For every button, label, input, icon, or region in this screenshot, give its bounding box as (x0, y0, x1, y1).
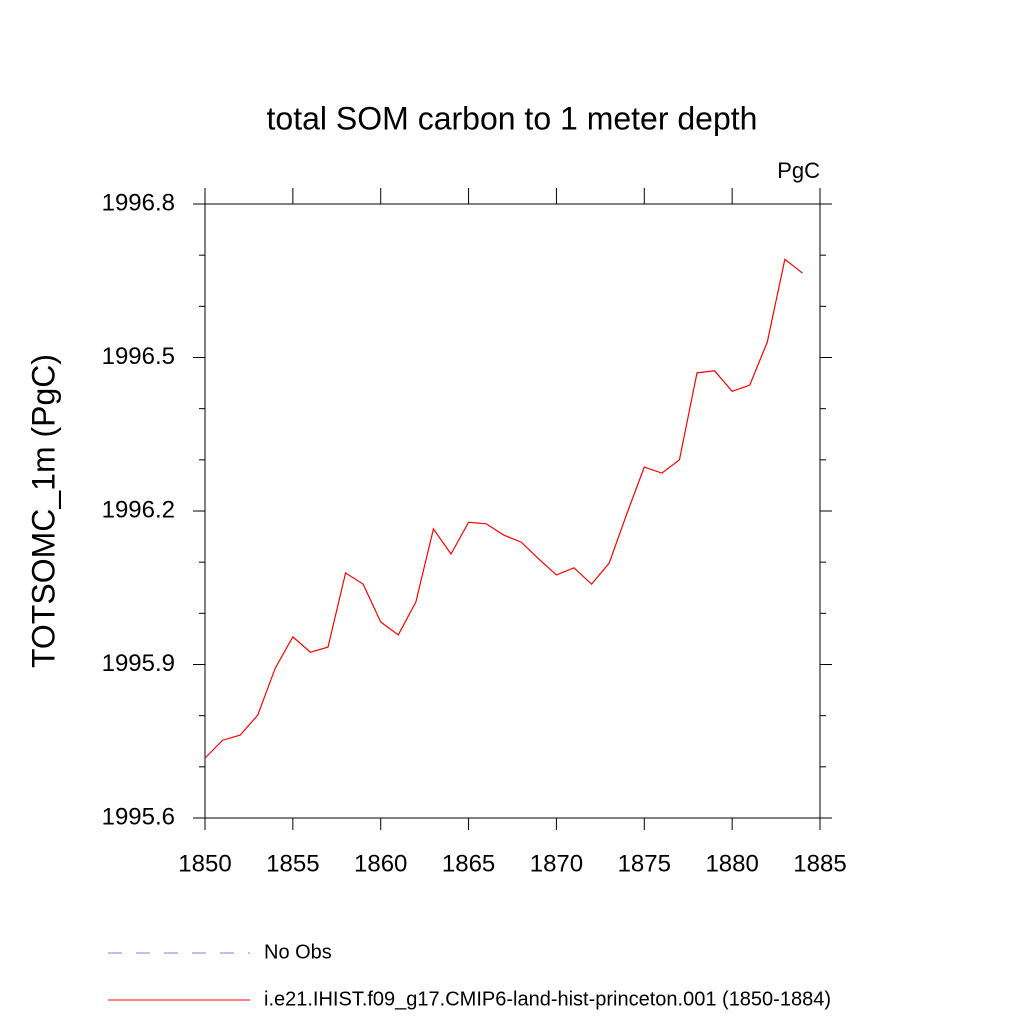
y-tick-label: 1996.2 (102, 496, 175, 523)
y-tick-label: 1995.6 (102, 803, 175, 830)
data-line (204, 258, 803, 759)
units-label: PgC (777, 158, 820, 183)
y-tick-label: 1996.8 (102, 189, 175, 216)
y-tick-label: 1996.5 (102, 343, 175, 370)
x-tick-label: 1870 (530, 850, 583, 877)
x-tick-label: 1865 (442, 850, 495, 877)
x-tick-label: 1855 (266, 850, 319, 877)
legend-label: No Obs (264, 941, 332, 963)
x-tick-label: 1850 (178, 850, 231, 877)
x-tick-label: 1860 (354, 850, 407, 877)
x-tick-label: 1880 (705, 850, 758, 877)
y-tick-label: 1995.9 (102, 650, 175, 677)
legend-label: i.e21.IHIST.f09_g17.CMIP6-land-hist-prin… (264, 988, 831, 1010)
chart-title: total SOM carbon to 1 meter depth (267, 100, 758, 136)
y-axis-label: TOTSOMC_1m (PgC) (25, 354, 61, 668)
x-tick-label: 1885 (793, 850, 846, 877)
x-tick-label: 1875 (618, 850, 671, 877)
